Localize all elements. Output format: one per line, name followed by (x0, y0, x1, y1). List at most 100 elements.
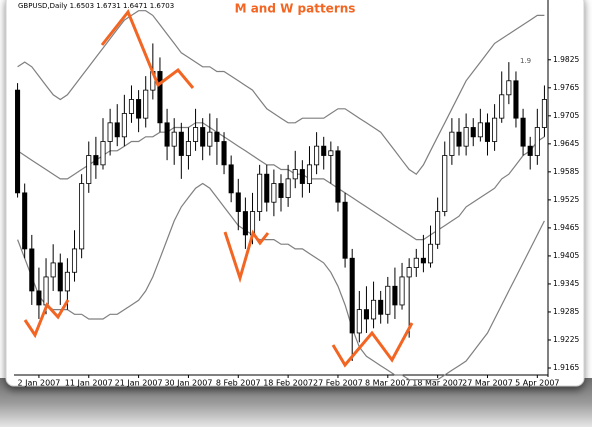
y-tick-label: 1.9765 (553, 83, 579, 92)
candle-body (513, 80, 519, 119)
candle-body (221, 141, 227, 166)
candle-body (100, 141, 106, 166)
candle-body (207, 131, 213, 147)
candle-body (36, 290, 42, 306)
y-tick-label: 1.9465 (553, 223, 579, 232)
candle-body (228, 164, 234, 194)
candle-body (349, 257, 355, 334)
x-tick-label: 27 Mar 2007 (462, 379, 513, 388)
candle-body (171, 131, 177, 147)
y-tick-label: 1.9225 (553, 335, 579, 344)
w-pattern (23, 299, 70, 339)
candle-body (107, 122, 113, 142)
y-tick-label: 1.9285 (553, 307, 579, 316)
candle-body (86, 155, 92, 184)
candle-body (484, 122, 491, 142)
w-pattern (223, 229, 270, 284)
candle-body (214, 131, 220, 142)
candle-body (363, 309, 369, 320)
candle-body (29, 248, 35, 292)
y-tick-label: 1.9705 (553, 111, 579, 120)
y-tick-label: 1.9165 (553, 363, 579, 372)
candle-body (335, 150, 341, 203)
x-tick-label: 30 Jan 2007 (164, 379, 212, 388)
candle-body (427, 243, 434, 264)
candle-body (534, 127, 540, 156)
x-tick-label: 5 Apr 2007 (515, 379, 559, 388)
candle-body (449, 131, 455, 156)
y-tick-label: 1.9585 (553, 167, 579, 176)
x-tick-label: 11 Jan 2007 (65, 379, 113, 388)
candle-body (499, 94, 505, 119)
candle-body (463, 127, 469, 147)
candle-body (157, 71, 163, 124)
candle-body (470, 127, 476, 138)
x-tick-label: 21 Jan 2007 (115, 379, 163, 388)
candle-body (264, 173, 270, 203)
y-tick-label: 1.9825 (553, 55, 579, 64)
candle-body (541, 99, 547, 128)
candle-body (435, 211, 441, 245)
candle-body (527, 145, 533, 156)
candle-body (356, 309, 362, 334)
x-tick-label: 27 Feb 2007 (313, 379, 363, 388)
candle-body (299, 169, 305, 184)
y-tick-label: 1.9405 (553, 251, 579, 260)
candle-body (50, 262, 56, 278)
candle-body (121, 113, 127, 138)
candle-body (164, 122, 170, 147)
chart-header: GBPUSD,Daily 1.6503 1.6731 1.6471 1.6703 (18, 2, 174, 10)
candle-body (15, 89, 21, 194)
x-tick-label: 18 Feb 2007 (263, 379, 313, 388)
y-tick-label: 1.9645 (553, 139, 579, 148)
band-line (17, 182, 545, 381)
candle-body (328, 150, 334, 156)
candle-body (185, 141, 191, 156)
candle-body (64, 271, 70, 292)
candle-body (314, 145, 320, 166)
candle-body (43, 276, 49, 306)
candle-body (285, 178, 291, 198)
candle-body (22, 192, 28, 250)
candle-body (399, 276, 405, 306)
w-pattern (331, 322, 414, 368)
candle-body (520, 117, 526, 147)
candle-body (143, 89, 149, 119)
candle-body (477, 122, 483, 138)
candle-body (292, 169, 298, 180)
candle-body (385, 285, 391, 315)
x-tick-label: 2 Jan 2007 (17, 379, 60, 388)
plot-area: 1.91651.92251.92851.93451.94051.94651.95… (14, 0, 579, 388)
chart-panel (5, 0, 585, 387)
chart-title: M and W patterns (235, 2, 356, 16)
candle-body (492, 117, 498, 142)
x-tick-label: 18 Mar 2007 (412, 379, 463, 388)
price-annotation: 1.9 (520, 57, 531, 65)
candle-body (506, 80, 512, 96)
candle-body (371, 299, 377, 320)
candle-body (392, 285, 398, 306)
candle-body (93, 155, 99, 166)
candle-body (178, 131, 184, 156)
x-tick-label: 8 Feb 2007 (216, 379, 261, 388)
candle-body (79, 183, 85, 250)
m-pattern (100, 9, 195, 89)
candle-body (278, 183, 284, 198)
candle-body (378, 299, 384, 315)
candle-body (257, 173, 263, 212)
candle-body (235, 192, 241, 212)
candle-body (420, 257, 426, 264)
candle-body (342, 201, 348, 259)
candle-body (114, 122, 120, 138)
candle-body (71, 248, 78, 273)
candle-body (242, 211, 248, 236)
candle-body (271, 183, 277, 203)
candle-body (456, 131, 462, 147)
candle-body (406, 267, 412, 278)
y-tick-label: 1.9345 (553, 279, 579, 288)
candle-body (128, 99, 135, 114)
y-tick-label: 1.9525 (553, 195, 579, 204)
candle-body (57, 262, 63, 292)
